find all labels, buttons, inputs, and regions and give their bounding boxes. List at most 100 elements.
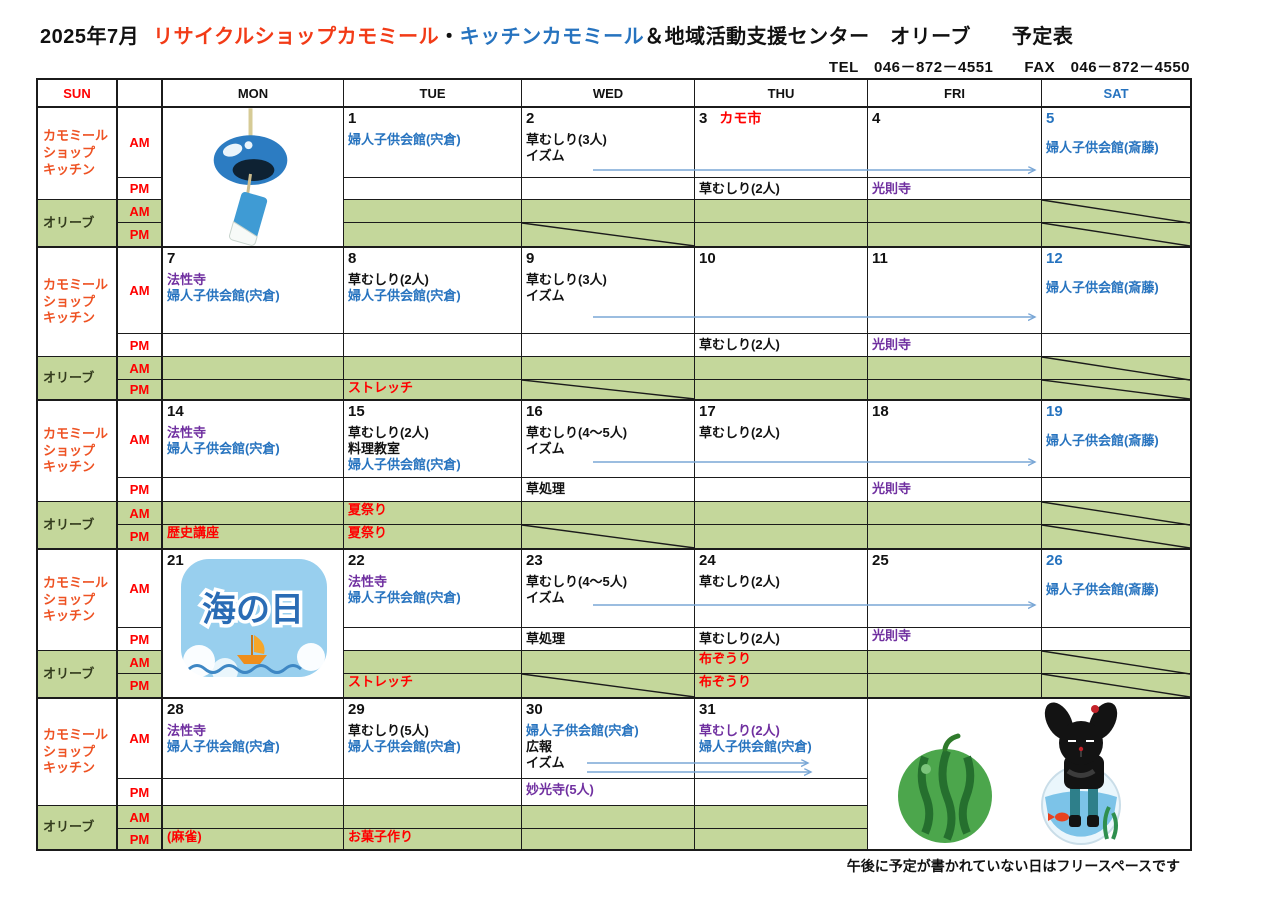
event: 法性寺	[348, 574, 388, 589]
cell-jul17-olive-pm	[695, 525, 868, 548]
title-kitchen-name: キッチンカモミール	[459, 26, 645, 48]
cell-jul10-am: 10	[695, 248, 868, 334]
event: 婦人子供会館(宍倉)	[699, 739, 812, 754]
row-label-am: AM	[118, 108, 163, 178]
cell-jul24-olive-am: 布ぞうり	[695, 651, 868, 674]
cell-jul17-olive-am	[695, 502, 868, 525]
day-number: 25	[872, 552, 889, 569]
day-number: 24	[699, 552, 716, 569]
day-number: 28	[167, 701, 184, 718]
event: 草処理	[526, 631, 566, 646]
day-number: 18	[872, 403, 889, 420]
header-tue: TUE	[344, 80, 522, 106]
row-label-pm: PM	[118, 178, 163, 200]
row-label-olive-pm: PM	[118, 223, 163, 246]
cell-jul8-olive-am	[344, 357, 522, 380]
cell-jul28-olive-pm: (麻雀)	[163, 829, 344, 849]
cell-jul9-olive-am	[522, 357, 695, 380]
cell-jul29-olive-pm: お菓子作り	[344, 829, 522, 849]
event: 婦人子供会館(宍倉)	[348, 457, 461, 472]
cell-jul2-pm	[522, 178, 695, 200]
row-label-pm: PM	[118, 478, 163, 502]
day-number: 10	[699, 250, 716, 267]
row-label-chamomile: カモミール ショップ キッチン	[38, 248, 118, 357]
cell-jul15-olive-am: 夏祭り	[344, 502, 522, 525]
cell-jul4-olive-pm	[868, 223, 1042, 246]
title-shop-name: リサイクルショップカモミール	[153, 26, 440, 48]
cell-jul9-am: 9 草むしり(3人) イズム	[522, 248, 695, 334]
cell-jul31-pm	[695, 779, 868, 806]
cell-jul16-am: 16 草むしり(4～5人) イズム	[522, 401, 695, 478]
event: 草処理	[526, 481, 566, 496]
cell-jul29-pm	[344, 779, 522, 806]
title-separator: ・	[439, 26, 460, 48]
cell-jul22-olive-am	[344, 651, 522, 674]
cell-jul31-olive-am	[695, 806, 868, 829]
row-label-chamomile: カモミール ショップ キッチン	[38, 550, 118, 651]
cell-jul8-olive-pm: ストレッチ	[344, 380, 522, 399]
day-number: 26	[1046, 552, 1063, 569]
cell-jul29-am: 29 草むしり(5人) 婦人子供会館(宍倉)	[344, 699, 522, 779]
cell-jul7-am: 7 法性寺 婦人子供会館(宍倉)	[163, 248, 344, 334]
event: 草むしり(2人)	[699, 574, 780, 589]
cell-jul4-am: 4	[868, 108, 1042, 178]
row-label-pm: PM	[118, 779, 163, 806]
row-label-olive-am: AM	[118, 200, 163, 223]
event: ストレッチ	[348, 674, 414, 689]
schedule-table: SUN MON TUE WED THU FRI SAT カモミール ショップ キッチ…	[36, 78, 1192, 851]
weekday-header-row: SUN MON TUE WED THU FRI SAT	[38, 80, 1190, 106]
event: 光則寺	[872, 481, 912, 496]
cell-jul3-pm: 草むしり(2人)	[695, 178, 868, 200]
event: 草むしり(2人)	[699, 337, 780, 352]
cell-jul12-olive-pm	[1042, 380, 1190, 399]
row-label-am: AM	[118, 401, 163, 478]
cell-jul14-olive-pm: 歴史講座	[163, 525, 344, 548]
event: 布ぞうり	[699, 651, 752, 666]
cell-jul12-olive-am	[1042, 357, 1190, 380]
event: 草むしり(2人)	[348, 272, 429, 287]
row-label-olive: オリーブ	[38, 200, 118, 246]
day-number: 29	[348, 701, 365, 718]
cell-jun30-illustration	[163, 108, 344, 246]
header-fri: FRI	[868, 80, 1042, 106]
page-title: 2025年7月 リサイクルショップカモミール・キッチンカモミール＆地域活動支援セン…	[40, 20, 1073, 49]
day-number: 3 カモ市	[699, 110, 762, 127]
day-number: 12	[1046, 250, 1063, 267]
cell-jul1-olive-pm	[344, 223, 522, 246]
day-number: 30	[526, 701, 543, 718]
cell-jul7-olive-am	[163, 357, 344, 380]
row-label-chamomile: カモミール ショップ キッチン	[38, 108, 118, 200]
cell-jul4-pm: 光則寺	[868, 178, 1042, 200]
event: 広報	[526, 739, 553, 754]
day-number: 21	[167, 552, 184, 569]
event: 婦人子供会館(宍倉)	[167, 288, 280, 303]
cell-jul24-olive-pm: 布ぞうり	[695, 674, 868, 697]
cell-jul11-pm: 光則寺	[868, 334, 1042, 357]
cell-jul14-am: 14 法性寺 婦人子供会館(宍倉)	[163, 401, 344, 478]
event: 料理教室	[348, 441, 401, 456]
row-label-chamomile: カモミール ショップ キッチン	[38, 699, 118, 806]
event: 法性寺	[167, 425, 207, 440]
day-number: 23	[526, 552, 543, 569]
row-label-am: AM	[118, 248, 163, 334]
title-rest: ＆地域活動支援センター オリーブ 予定表	[644, 26, 1074, 48]
cell-jul23-olive-pm	[522, 674, 695, 697]
event: 法性寺	[167, 272, 207, 287]
cell-jul25-am: 25	[868, 550, 1042, 628]
day-number: 22	[348, 552, 365, 569]
event: 婦人子供会館(斎藤)	[1046, 280, 1159, 295]
cell-jul10-olive-am	[695, 357, 868, 380]
cell-jul16-pm: 草処理	[522, 478, 695, 502]
event: 夏祭り	[348, 525, 388, 540]
cell-jul24-pm: 草むしり(2人)	[695, 628, 868, 651]
event: 光則寺	[872, 628, 912, 643]
row-label-olive-pm: PM	[118, 380, 163, 399]
cell-jul16-olive-am	[522, 502, 695, 525]
cell-jul4-olive-am	[868, 200, 1042, 223]
event: (麻雀)	[167, 829, 202, 844]
cell-jul26-olive-pm	[1042, 674, 1190, 697]
cell-jul31-olive-pm	[695, 829, 868, 849]
event: 婦人子供会館(斎藤)	[1046, 140, 1159, 155]
event: 草むしり(2人)	[699, 425, 780, 440]
cell-jul14-pm	[163, 478, 344, 502]
